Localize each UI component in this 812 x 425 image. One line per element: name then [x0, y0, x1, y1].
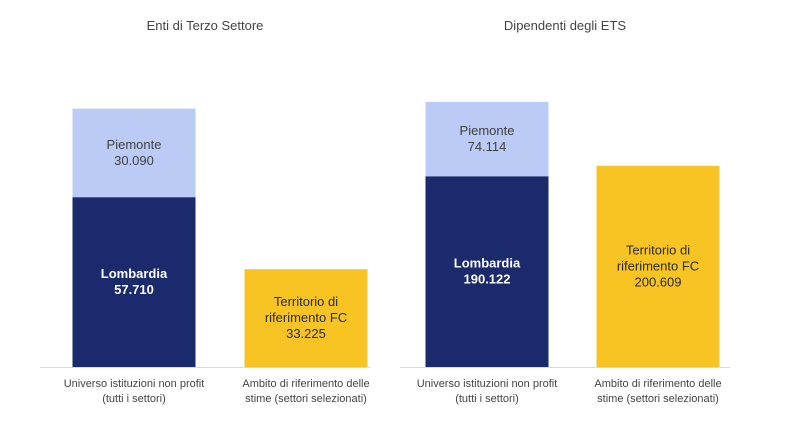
data-label: riferimento FC	[617, 258, 699, 273]
bar-segment	[72, 108, 196, 198]
data-label: Lombardia	[454, 256, 521, 271]
data-label: Piemonte	[460, 123, 515, 138]
data-label: Territorio di	[274, 294, 338, 309]
data-label: 190.122	[464, 272, 511, 287]
data-label: 57.710	[114, 282, 154, 297]
chart-title: Enti di Terzo Settore	[147, 18, 264, 33]
data-label: 30.090	[114, 153, 154, 168]
category-label: (tutti i settori)	[455, 393, 519, 405]
category-label: Universo istituzioni non profit	[417, 378, 558, 390]
category-label: Ambito di riferimento delle	[594, 378, 721, 390]
data-label: 74.114	[468, 139, 507, 154]
bar-segment	[596, 165, 720, 367]
bar-segment	[425, 176, 549, 367]
category-label: Ambito di riferimento delle	[242, 378, 369, 390]
bar-segment	[72, 197, 196, 367]
data-label: 200.609	[635, 274, 682, 289]
data-label: Lombardia	[101, 266, 168, 281]
data-label: Piemonte	[107, 137, 162, 152]
category-label: (tutti i settori)	[102, 393, 166, 405]
data-label: 33.225	[286, 326, 326, 341]
category-label: stime (settori selezionati)	[245, 393, 367, 405]
category-label: Universo istituzioni non profit	[64, 378, 205, 390]
bar-segment	[244, 269, 368, 367]
bar-segment	[425, 101, 549, 177]
chart-title: Dipendenti degli ETS	[504, 18, 626, 33]
data-label: riferimento FC	[265, 310, 347, 325]
category-label: stime (settori selezionati)	[597, 393, 719, 405]
data-label: Territorio di	[626, 242, 690, 257]
